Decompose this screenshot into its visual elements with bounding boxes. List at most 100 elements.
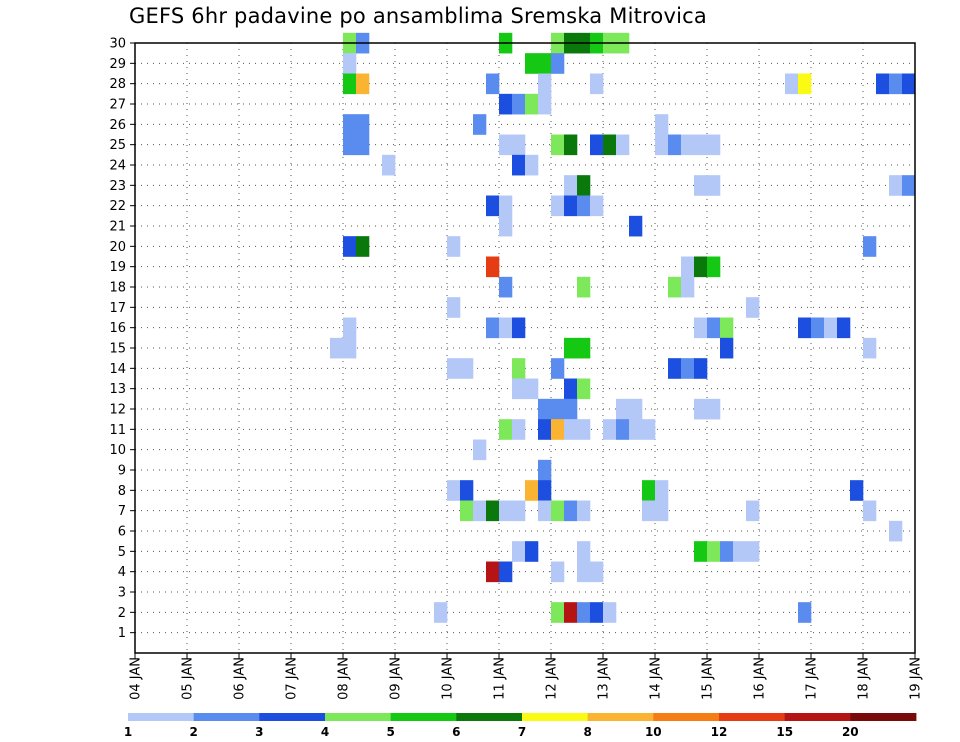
- heatmap-cell: [876, 73, 890, 95]
- heatmap-cell: [590, 73, 604, 95]
- heatmap-cell: [525, 154, 539, 176]
- heatmap-cell: [707, 398, 721, 420]
- y-tick-label: 6: [118, 525, 126, 540]
- heatmap-cell: [499, 500, 513, 522]
- heatmap-cell: [538, 93, 552, 115]
- y-tick-label: 18: [109, 281, 126, 296]
- y-tick-label: 24: [109, 159, 126, 174]
- y-tick-label: 4: [118, 565, 126, 580]
- y-tick-label: 2: [118, 606, 126, 621]
- heatmap-cell: [564, 134, 578, 156]
- x-tick-label: 10 JAN: [441, 657, 456, 700]
- heatmap-cell: [473, 500, 487, 522]
- heatmap-cell: [681, 358, 695, 379]
- heatmap-cell: [694, 317, 708, 339]
- heatmap-cell: [863, 500, 877, 522]
- heatmap-cell: [889, 175, 903, 196]
- heatmap-cell: [681, 256, 695, 278]
- heatmap-cell: [538, 500, 552, 522]
- heatmap-cell: [629, 419, 643, 440]
- heatmap-cell: [551, 419, 565, 440]
- heatmap-cell: [343, 134, 357, 156]
- legend-swatch: [522, 713, 589, 721]
- heatmap-cell: [577, 602, 591, 623]
- heatmap-cell: [512, 317, 526, 339]
- legend-label: 3: [255, 725, 263, 739]
- heatmap-cell: [499, 134, 513, 156]
- heatmap-cell: [590, 195, 604, 217]
- heatmap-cell: [512, 154, 526, 176]
- heatmap-cell: [902, 73, 916, 95]
- y-tick-label: 13: [109, 382, 126, 397]
- x-tick-label: 13 JAN: [597, 657, 612, 700]
- y-tick-label: 10: [109, 443, 126, 458]
- y-tick-label: 12: [109, 403, 126, 418]
- heatmap-cell: [707, 134, 721, 156]
- heatmap-cell: [499, 317, 513, 339]
- y-tick-label: 22: [109, 199, 126, 214]
- heatmap-cell: [356, 134, 370, 156]
- heatmap-cell: [629, 215, 643, 237]
- heatmap-cell: [603, 419, 617, 440]
- heatmap-cell: [720, 337, 734, 359]
- heatmap-cell: [863, 236, 877, 257]
- heatmap-cell: [486, 195, 500, 217]
- heatmap-cell: [447, 358, 461, 379]
- y-tick-label: 25: [109, 138, 126, 153]
- heatmap-cell: [343, 317, 357, 339]
- heatmap-cell: [824, 317, 838, 339]
- legend-label: 5: [387, 725, 395, 739]
- legend-swatch: [128, 713, 195, 721]
- heatmap-cell: [551, 53, 565, 74]
- legend-swatch: [784, 713, 851, 721]
- heatmap-cell: [902, 175, 916, 196]
- heatmap-cell: [668, 276, 682, 298]
- heatmap-cell: [499, 276, 513, 298]
- legend-swatch: [259, 713, 326, 721]
- heatmap-cell: [564, 500, 578, 522]
- y-tick-label: 7: [118, 504, 126, 519]
- y-tick-label: 15: [109, 342, 126, 357]
- heatmap-cell: [629, 398, 643, 420]
- legend-label: 15: [776, 725, 793, 739]
- heatmap-cell: [642, 419, 656, 440]
- heatmap-cell: [473, 439, 487, 461]
- heatmap-cell: [486, 317, 500, 339]
- legend-swatch: [456, 713, 523, 721]
- heatmap-cell: [512, 378, 526, 400]
- y-tick-label: 26: [109, 118, 126, 133]
- heatmap-cell: [746, 541, 760, 562]
- heatmap-cell: [668, 358, 682, 379]
- heatmap-cell: [538, 459, 552, 481]
- heatmap-cell: [577, 500, 591, 522]
- legend-swatch: [850, 713, 917, 721]
- heatmap-cell: [746, 500, 760, 522]
- legend-label: 7: [518, 725, 526, 739]
- heatmap-cell: [694, 256, 708, 278]
- heatmap-cell: [499, 561, 513, 583]
- heatmap-cell: [525, 93, 539, 115]
- heatmap-cell: [655, 114, 669, 135]
- x-tick-label: 08 JAN: [337, 657, 352, 700]
- heatmap-cell: [642, 500, 656, 522]
- heatmap-cell: [525, 53, 539, 74]
- chart-title: GEFS 6hr padavine po ansamblima Sremska …: [129, 4, 707, 28]
- heatmap-cell: [525, 378, 539, 400]
- heatmap-cell: [694, 134, 708, 156]
- legend-swatch: [719, 713, 786, 721]
- heatmap-cell: [564, 337, 578, 359]
- y-tick-label: 11: [109, 423, 126, 438]
- heatmap-cell: [525, 541, 539, 562]
- heatmap-cell: [850, 480, 864, 501]
- y-tick-label: 14: [109, 362, 126, 377]
- heatmap-cell: [460, 500, 474, 522]
- heatmap-cell: [499, 93, 513, 115]
- legend-swatch: [587, 713, 654, 721]
- heatmap-cell: [798, 73, 812, 95]
- legend-swatch: [325, 713, 392, 721]
- legend-label: 10: [645, 725, 662, 739]
- heatmap-cell: [538, 53, 552, 74]
- y-tick-label: 27: [109, 98, 126, 113]
- y-tick-label: 28: [109, 77, 126, 92]
